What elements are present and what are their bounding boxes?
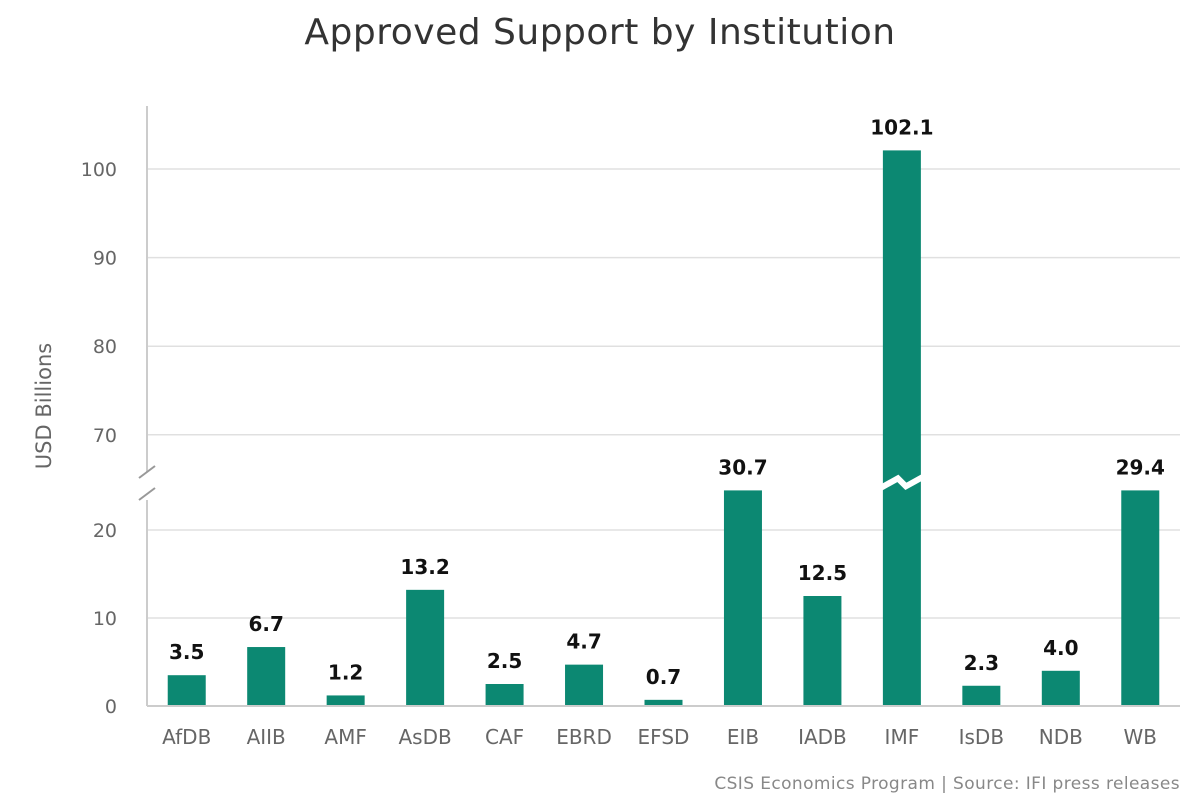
y-tick-label: 80 <box>93 336 117 358</box>
data-label: 3.5 <box>169 640 204 664</box>
data-label: 30.7 <box>718 455 767 479</box>
x-category-label: NDB <box>1039 725 1083 749</box>
bar-caf <box>485 684 524 706</box>
data-label: 4.7 <box>566 630 601 654</box>
x-category-label: AsDB <box>398 725 451 749</box>
data-labels: 3.5 6.7 1.2 13.2 2.5 4.7 0.7 30.7 12.5 102.1 2.3 4.… <box>169 115 1165 688</box>
x-category-label: AfDB <box>162 725 211 749</box>
x-category-label: IMF <box>885 725 920 749</box>
y-tick-label: 0 <box>105 696 117 718</box>
x-category-label: AIIB <box>247 725 286 749</box>
x-category-label: AMF <box>324 725 366 749</box>
chart-title: Approved Support by Institution <box>304 12 896 53</box>
x-category-label: EFSD <box>638 725 690 749</box>
data-label: 0.7 <box>646 665 681 689</box>
bar-wb <box>1121 490 1160 706</box>
data-label: 102.1 <box>870 115 933 139</box>
x-category-label: EBRD <box>556 725 612 749</box>
source-note: CSIS Economics Program | Source: IFI pre… <box>714 774 1180 794</box>
bar-break-mark <box>878 473 926 491</box>
x-category-label: IADB <box>798 725 847 749</box>
data-label: 1.2 <box>328 660 363 684</box>
bars <box>167 150 1160 707</box>
bar-efsd <box>644 699 683 706</box>
data-label: 2.3 <box>964 651 999 675</box>
bar-eib <box>723 490 762 706</box>
bar-asdb <box>406 589 445 706</box>
bar-imf <box>882 150 921 707</box>
x-category-label: IsDB <box>959 725 1004 749</box>
bar-aiib <box>247 647 286 706</box>
bar-ebrd <box>565 664 604 706</box>
axis-break-mark <box>138 487 156 501</box>
data-label: 13.2 <box>400 555 449 579</box>
data-label: 2.5 <box>487 649 522 673</box>
data-label: 12.5 <box>798 561 847 585</box>
gridlines <box>147 168 1180 619</box>
bar-afdb <box>167 675 206 706</box>
y-tick-label: 100 <box>81 159 117 181</box>
y-axis-title: USD Billions <box>32 343 56 469</box>
x-category-label: EIB <box>727 725 759 749</box>
y-tick-labels: 0 10 20 70 80 90 100 <box>81 159 117 718</box>
data-label: 6.7 <box>248 612 283 636</box>
y-tick-label: 10 <box>93 608 117 630</box>
axis-break-mark <box>138 465 156 479</box>
y-tick-label: 90 <box>93 248 117 270</box>
bar-ndb <box>1041 670 1080 706</box>
axis-break <box>878 473 926 491</box>
bar-iadb <box>803 596 842 706</box>
data-label: 4.0 <box>1043 636 1078 660</box>
data-label: 29.4 <box>1116 455 1165 479</box>
y-tick-label: 70 <box>93 425 117 447</box>
x-category-labels: AfDB AIIB AMF AsDB CAF EBRD EFSD EIB IADB IMF IsDB… <box>162 725 1157 749</box>
x-category-label: WB <box>1124 725 1158 749</box>
bar-isdb <box>962 685 1001 706</box>
y-tick-label: 20 <box>93 520 117 542</box>
bar-amf <box>326 695 365 706</box>
axes <box>138 106 1180 707</box>
x-category-label: CAF <box>485 725 524 749</box>
